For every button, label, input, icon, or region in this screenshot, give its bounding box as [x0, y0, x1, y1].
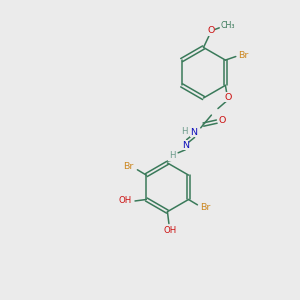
Text: Br: Br: [238, 50, 248, 59]
Text: O: O: [218, 116, 226, 125]
Text: Br: Br: [123, 162, 134, 171]
Text: H: H: [181, 127, 187, 136]
Text: N: N: [182, 141, 189, 150]
Text: N: N: [190, 128, 197, 136]
Text: CH₃: CH₃: [220, 21, 235, 30]
Text: H: H: [169, 151, 175, 160]
Text: O: O: [224, 93, 232, 102]
Text: OH: OH: [163, 226, 176, 235]
Text: OH: OH: [118, 196, 131, 205]
Text: O: O: [208, 26, 215, 35]
Text: Br: Br: [201, 203, 211, 212]
